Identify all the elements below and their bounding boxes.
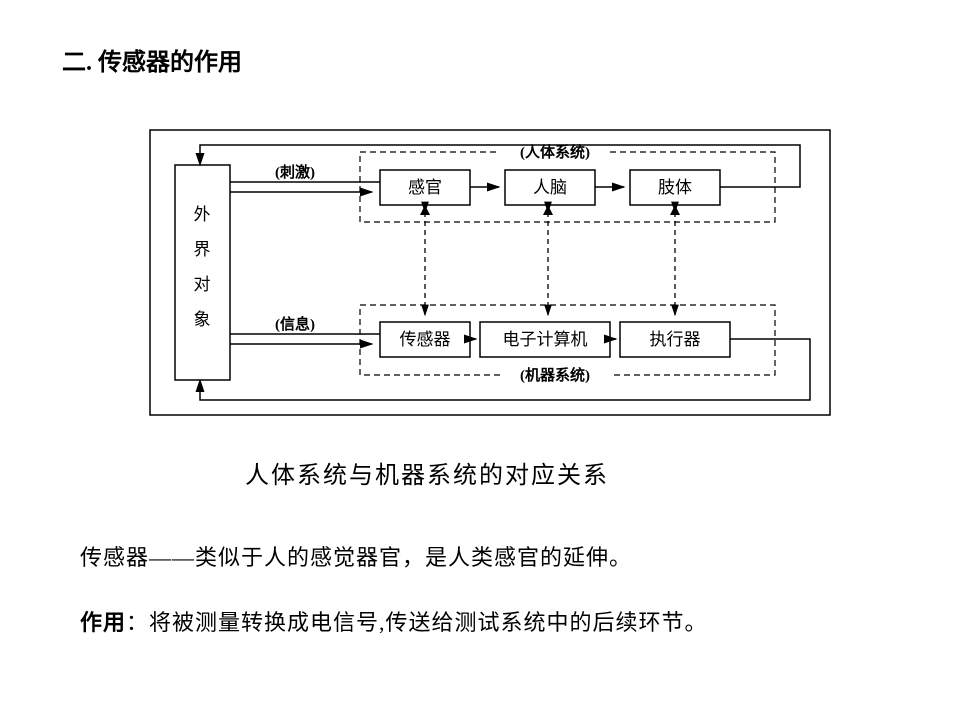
stimulus-label: (刺激) xyxy=(275,163,315,181)
svg-text:电子计算机: 电子计算机 xyxy=(503,330,588,349)
node-actuator: 执行器 xyxy=(620,322,730,357)
correspondence-arrows xyxy=(425,212,675,315)
section-heading: 二. 传感器的作用 xyxy=(62,42,242,77)
node-computer: 电子计算机 xyxy=(480,322,610,357)
outer-box xyxy=(150,130,830,415)
external-char-4: 象 xyxy=(194,310,211,329)
para2-rest: ：将被测量转换成电信号,传送给测试系统中的后续环节。 xyxy=(126,610,708,635)
node-limb: 肢体 xyxy=(630,170,720,205)
svg-text:肢体: 肢体 xyxy=(658,178,692,197)
info-label: (信息) xyxy=(275,315,315,333)
svg-text:感官: 感官 xyxy=(408,178,442,197)
machine-system-label: (机器系统) xyxy=(520,366,590,384)
node-sense: 感官 xyxy=(380,170,470,205)
paragraph-1: 传感器——类似于人的感觉器官，是人类感官的延伸。 xyxy=(80,540,632,572)
external-object-box xyxy=(175,165,230,380)
svg-text:传感器: 传感器 xyxy=(400,330,451,349)
external-char-3: 对 xyxy=(194,275,211,294)
svg-text:人脑: 人脑 xyxy=(533,178,567,197)
diagram-caption: 人体系统与机器系统的对应关系 xyxy=(245,455,609,490)
paragraph-2: 作用：将被测量转换成电信号,传送给测试系统中的后续环节。 xyxy=(80,605,708,637)
svg-text:执行器: 执行器 xyxy=(650,330,701,349)
node-sensor: 传感器 xyxy=(380,322,470,357)
node-brain: 人脑 xyxy=(505,170,595,205)
diagram-svg: 外 界 对 象 (人体系统) (刺激) 感官 人脑 肢体 (机器系统) (信息)… xyxy=(120,110,840,430)
external-char-1: 外 xyxy=(194,205,211,224)
external-char-2: 界 xyxy=(194,240,211,259)
para2-bold: 作用 xyxy=(80,610,126,635)
